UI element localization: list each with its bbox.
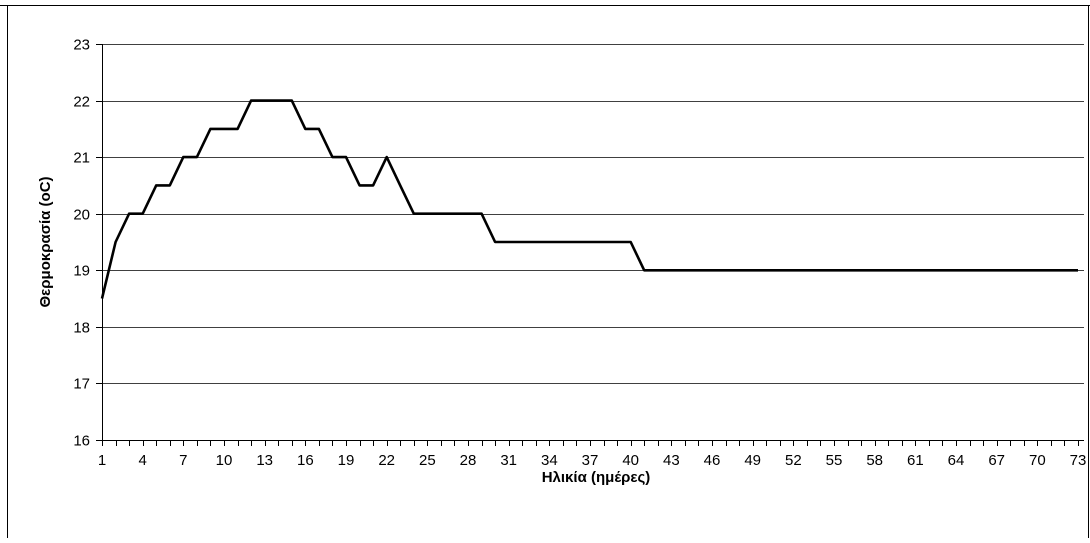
y-tick-label-19: 19 bbox=[73, 263, 90, 280]
x-tick-label-58: 58 bbox=[866, 452, 883, 469]
x-tick-label-43: 43 bbox=[663, 452, 680, 469]
x-tick-label-13: 13 bbox=[256, 452, 273, 469]
x-tick-label-37: 37 bbox=[582, 452, 599, 469]
x-tick-label-25: 25 bbox=[419, 452, 436, 469]
x-tick-label-61: 61 bbox=[907, 452, 924, 469]
y-axis-title: Θερμοκρασία (οC) bbox=[37, 176, 54, 307]
x-tick-label-28: 28 bbox=[460, 452, 477, 469]
x-axis-title: Ηλικία (ημέρες) bbox=[542, 469, 651, 486]
x-tick-label-49: 49 bbox=[744, 452, 761, 469]
tick-labels: 16 17 18 19 20 21 22 23 1 4 7 10 13 16 19 22 25 28 31 34 37 4… bbox=[73, 37, 1086, 470]
x-tick-label-40: 40 bbox=[622, 452, 639, 469]
x-tick-label-34: 34 bbox=[541, 452, 558, 469]
x-tick-label-16: 16 bbox=[297, 452, 314, 469]
x-tick-label-73: 73 bbox=[1070, 452, 1087, 469]
y-tick-label-18: 18 bbox=[73, 320, 90, 337]
x-tick-label-1: 1 bbox=[98, 452, 106, 469]
x-tick-label-19: 19 bbox=[338, 452, 355, 469]
y-tick-label-21: 21 bbox=[73, 150, 90, 167]
y-tick-label-20: 20 bbox=[73, 207, 90, 224]
x-tick-label-55: 55 bbox=[826, 452, 843, 469]
axes bbox=[96, 44, 1084, 446]
x-tick-label-4: 4 bbox=[138, 452, 146, 469]
series-line-0 bbox=[100, 99, 1078, 299]
x-tick-label-22: 22 bbox=[378, 452, 395, 469]
x-tick-label-70: 70 bbox=[1029, 452, 1046, 469]
y-tick-label-17: 17 bbox=[73, 376, 90, 393]
gridlines bbox=[102, 44, 1084, 384]
y-tick-label-23: 23 bbox=[73, 37, 90, 54]
x-tick-label-10: 10 bbox=[216, 452, 233, 469]
x-tick-label-46: 46 bbox=[704, 452, 721, 469]
y-tick-label-16: 16 bbox=[73, 433, 90, 450]
x-tick-label-7: 7 bbox=[179, 452, 187, 469]
y-tick-label-22: 22 bbox=[73, 94, 90, 111]
series bbox=[100, 99, 1078, 299]
x-tick-label-64: 64 bbox=[948, 452, 965, 469]
x-tick-label-31: 31 bbox=[500, 452, 517, 469]
x-tick-label-52: 52 bbox=[785, 452, 802, 469]
x-tick-label-67: 67 bbox=[988, 452, 1005, 469]
